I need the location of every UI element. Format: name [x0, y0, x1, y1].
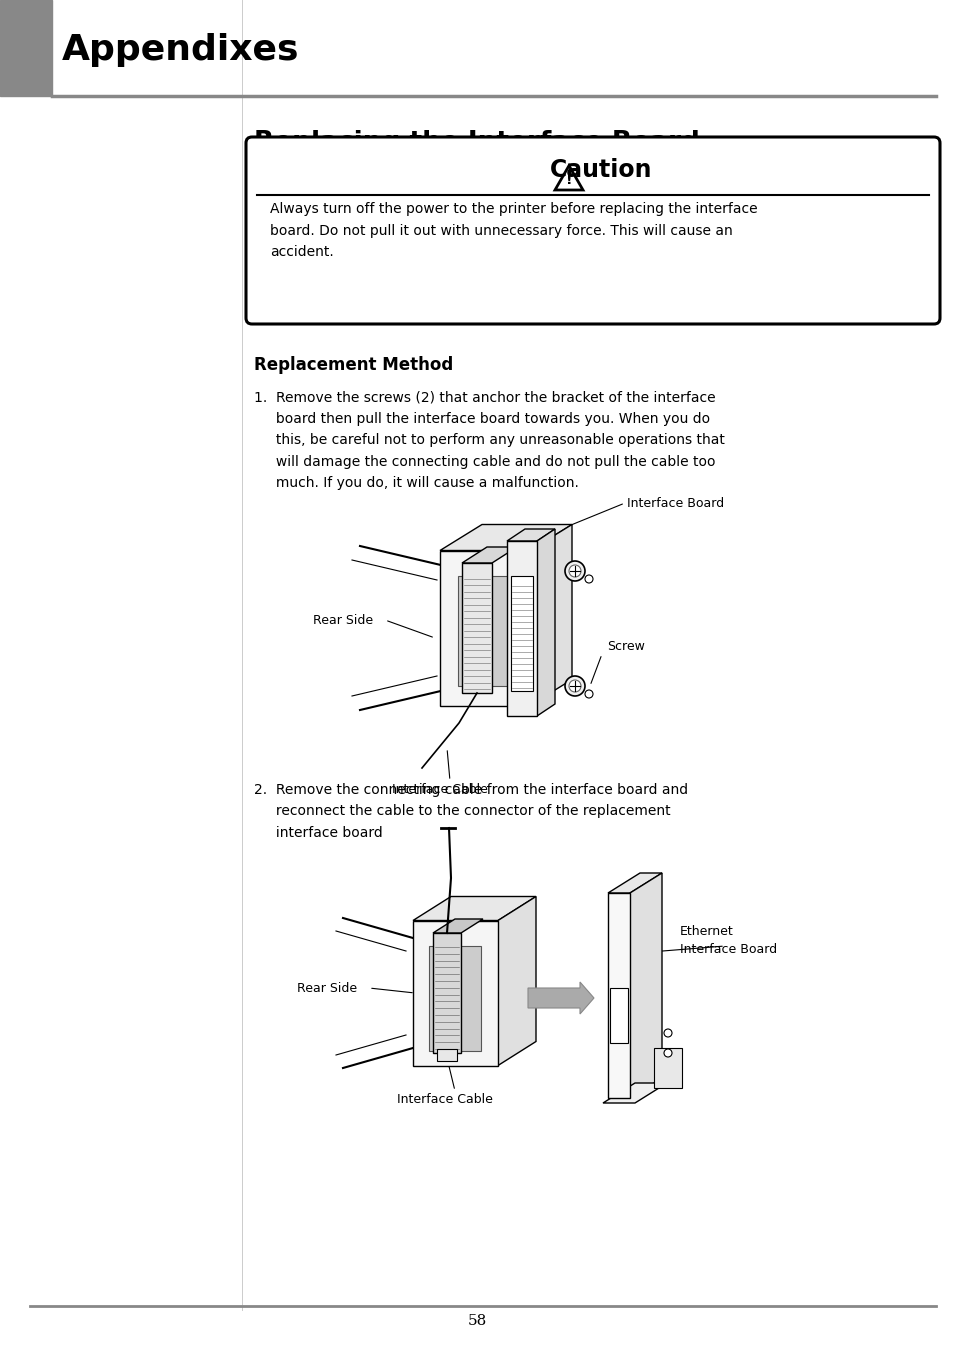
Circle shape — [568, 565, 580, 577]
Text: board then pull the interface board towards you. When you do: board then pull the interface board towa… — [253, 411, 709, 426]
Text: interface board: interface board — [253, 826, 382, 840]
Text: !: ! — [565, 173, 572, 187]
Text: 1.  Remove the screws (2) that anchor the bracket of the interface: 1. Remove the screws (2) that anchor the… — [253, 390, 715, 404]
Bar — [439, 550, 530, 705]
Circle shape — [584, 690, 593, 698]
Bar — [433, 933, 460, 1053]
Text: Caution: Caution — [549, 158, 652, 182]
Bar — [457, 576, 512, 686]
Text: Appendixes: Appendixes — [62, 32, 299, 67]
Text: will damage the connecting cable and do not pull the cable too: will damage the connecting cable and do … — [253, 454, 715, 469]
Text: board. Do not pull it out with unnecessary force. This will cause an: board. Do not pull it out with unnecessa… — [270, 224, 732, 237]
Text: Replacing the Interface Board: Replacing the Interface Board — [253, 129, 700, 156]
Bar — [436, 1049, 456, 1061]
Text: much. If you do, it will cause a malfunction.: much. If you do, it will cause a malfunc… — [253, 476, 578, 491]
Circle shape — [663, 1049, 671, 1057]
Text: 58: 58 — [467, 1314, 486, 1328]
Text: Interface Cable: Interface Cable — [396, 1093, 493, 1105]
Text: Interface Cable: Interface Cable — [392, 783, 487, 797]
Polygon shape — [461, 547, 517, 563]
Text: Always turn off the power to the printer before replacing the interface: Always turn off the power to the printer… — [270, 202, 757, 216]
Polygon shape — [602, 1082, 666, 1103]
Polygon shape — [506, 528, 555, 541]
FancyArrow shape — [527, 981, 594, 1014]
Bar — [607, 892, 629, 1099]
Text: Interface Board: Interface Board — [626, 496, 723, 510]
Polygon shape — [439, 524, 572, 550]
Text: this, be careful not to perform any unreasonable operations that: this, be careful not to perform any unre… — [253, 433, 724, 448]
Bar — [609, 988, 627, 1043]
Polygon shape — [530, 524, 572, 705]
Polygon shape — [497, 896, 536, 1065]
Circle shape — [564, 561, 584, 581]
Circle shape — [564, 675, 584, 696]
Polygon shape — [433, 919, 482, 933]
Text: accident.: accident. — [270, 245, 334, 259]
Text: 2.  Remove the connecting cable from the interface board and: 2. Remove the connecting cable from the … — [253, 783, 687, 797]
Text: Screw: Screw — [606, 639, 644, 652]
Polygon shape — [537, 528, 555, 716]
Text: Rear Side: Rear Side — [313, 613, 373, 627]
Text: Interface Board: Interface Board — [679, 944, 777, 956]
Bar — [461, 563, 492, 693]
Polygon shape — [629, 874, 661, 1099]
Bar — [511, 576, 533, 692]
Polygon shape — [607, 874, 661, 892]
Bar — [654, 1047, 681, 1088]
FancyBboxPatch shape — [246, 137, 939, 324]
Text: Replacement Method: Replacement Method — [253, 356, 453, 373]
Circle shape — [663, 1029, 671, 1037]
Bar — [0, 0, 52, 96]
Circle shape — [568, 679, 580, 692]
Bar — [413, 921, 497, 1065]
Polygon shape — [413, 896, 536, 921]
Bar — [429, 945, 480, 1050]
Bar — [506, 541, 537, 716]
Text: reconnect the cable to the connector of the replacement: reconnect the cable to the connector of … — [253, 805, 670, 818]
Text: Ethernet: Ethernet — [679, 925, 733, 938]
Text: Rear Side: Rear Side — [296, 981, 356, 995]
Circle shape — [584, 576, 593, 582]
